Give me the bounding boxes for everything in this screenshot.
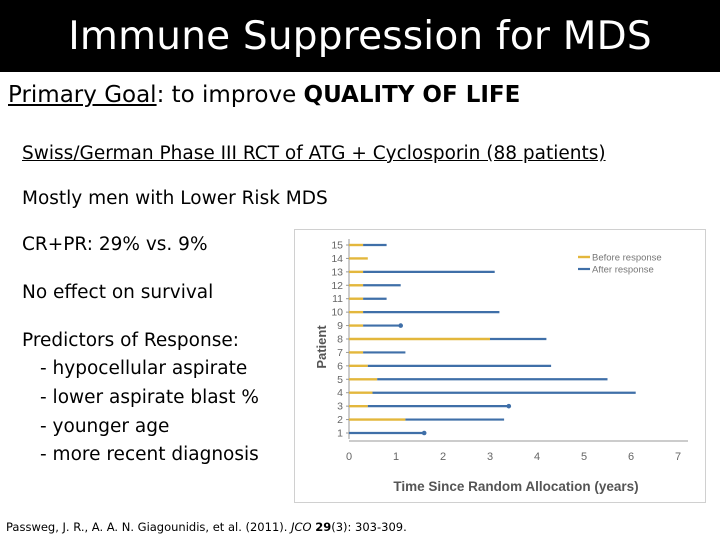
goal-label: Primary Goal bbox=[8, 82, 157, 108]
citation-journal: JCO bbox=[291, 520, 312, 534]
x-tick-label: 6 bbox=[628, 451, 634, 463]
y-tick-label: 8 bbox=[337, 334, 343, 346]
y-tick-label: 7 bbox=[337, 347, 343, 359]
x-tick-label: 3 bbox=[487, 451, 493, 463]
x-tick-label: 1 bbox=[393, 451, 399, 463]
y-tick-label: 3 bbox=[337, 401, 343, 413]
y-tick-label: 5 bbox=[337, 374, 343, 386]
citation-authors: Passweg, J. R., A. A. N. Giagounidis, et… bbox=[6, 520, 292, 534]
y-tick-label: 13 bbox=[331, 266, 343, 278]
y-tick-label: 2 bbox=[337, 414, 343, 426]
x-tick-label: 4 bbox=[534, 451, 540, 463]
legend-after-label: After response bbox=[592, 265, 654, 276]
bullet-population: Mostly men with Lower Risk MDS bbox=[22, 188, 328, 209]
bullet-predictors: Predictors of Response: bbox=[22, 330, 239, 351]
x-tick-label: 5 bbox=[581, 451, 587, 463]
end-marker bbox=[398, 323, 403, 328]
y-tick-label: 4 bbox=[337, 387, 343, 399]
goal-text: : to improve bbox=[156, 82, 304, 108]
x-axis-label: Time Since Random Allocation (years) bbox=[393, 479, 638, 494]
citation-volume: 29 bbox=[315, 520, 332, 534]
y-tick-label: 15 bbox=[331, 240, 343, 252]
y-axis-label: Patient bbox=[314, 325, 329, 369]
x-tick-label: 2 bbox=[440, 451, 446, 463]
primary-goal: Primary Goal: to improve QUALITY OF LIFE bbox=[8, 82, 520, 108]
y-tick-label: 12 bbox=[331, 280, 343, 292]
citation: Passweg, J. R., A. A. N. Giagounidis, et… bbox=[6, 520, 407, 534]
sub-bullet: - more recent diagnosis bbox=[40, 444, 259, 465]
bullet-trial: Swiss/German Phase III RCT of ATG + Cycl… bbox=[22, 143, 606, 164]
y-tick-label: 10 bbox=[331, 307, 343, 319]
x-tick-label: 7 bbox=[675, 451, 681, 463]
y-tick-label: 9 bbox=[337, 320, 343, 332]
legend-before-label: Before response bbox=[592, 253, 662, 264]
citation-pages: (3): 303-309. bbox=[331, 520, 407, 534]
end-marker bbox=[421, 430, 427, 436]
y-tick-label: 6 bbox=[337, 360, 343, 372]
goal-emphasis: QUALITY OF LIFE bbox=[303, 82, 521, 108]
y-tick-label: 1 bbox=[337, 428, 343, 440]
x-tick-label: 0 bbox=[346, 451, 352, 463]
sub-bullet: - hypocellular aspirate bbox=[40, 358, 248, 379]
bullet-survival: No effect on survival bbox=[22, 282, 214, 303]
bullet-response-rate: CR+PR: 29% vs. 9% bbox=[22, 234, 208, 255]
sub-bullet: - younger age bbox=[40, 416, 170, 437]
slide-title: Immune Suppression for MDS bbox=[68, 13, 652, 59]
y-tick-label: 11 bbox=[332, 293, 343, 305]
end-marker bbox=[506, 403, 512, 409]
sub-bullet: - lower aspirate blast % bbox=[40, 387, 259, 408]
y-tick-label: 14 bbox=[331, 253, 343, 265]
title-bar: Immune Suppression for MDS bbox=[0, 0, 720, 72]
